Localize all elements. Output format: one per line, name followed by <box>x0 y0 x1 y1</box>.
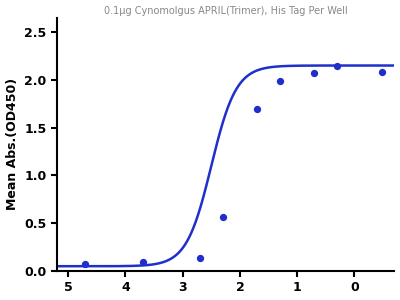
Point <box>82 262 89 267</box>
Point <box>311 71 318 76</box>
Point <box>334 63 340 68</box>
Point <box>197 255 203 260</box>
Y-axis label: Mean Abs.(OD450): Mean Abs.(OD450) <box>6 78 18 210</box>
Point <box>140 260 146 265</box>
Title: 0.1μg Cynomolgus APRIL(Trimer), His Tag Per Well: 0.1μg Cynomolgus APRIL(Trimer), His Tag … <box>104 6 348 16</box>
Point <box>220 214 226 219</box>
Point <box>378 70 385 75</box>
Point <box>277 78 283 83</box>
Point <box>254 106 260 111</box>
